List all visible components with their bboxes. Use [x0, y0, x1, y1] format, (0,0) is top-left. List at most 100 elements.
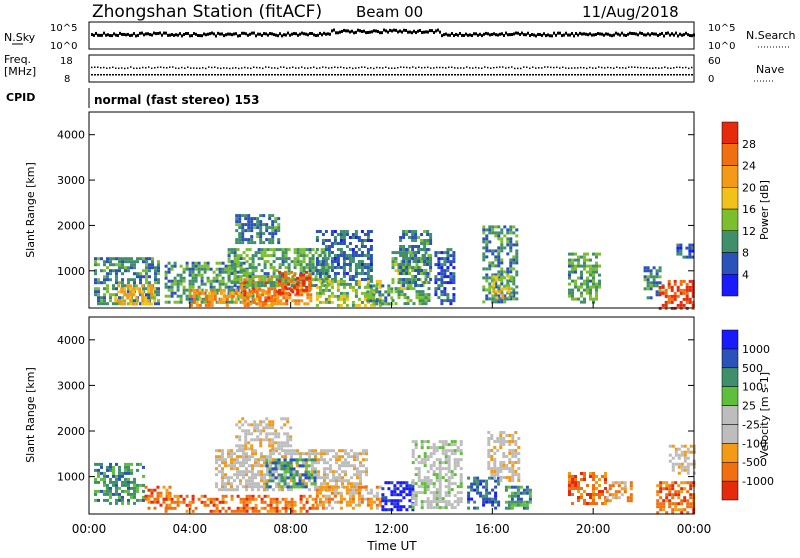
data-cell-8: [342, 233, 346, 236]
data-cell-0: [97, 296, 100, 300]
data-cell-2: [179, 300, 183, 304]
data-cell-19: [676, 243, 680, 247]
data-cell-3: [239, 482, 242, 486]
data-cell-14: [686, 505, 690, 509]
data-cell-5: [314, 251, 318, 255]
data-cell-8: [456, 491, 460, 495]
nsky-sample: [415, 31, 417, 35]
data-cell-5: [257, 275, 261, 279]
data-cell-13: [449, 278, 453, 282]
data-cell-3: [332, 470, 335, 474]
data-cell-12: [420, 233, 424, 236]
data-cell-2: [251, 285, 255, 289]
data-cell-9: [318, 300, 322, 304]
nave-sample: [91, 66, 93, 69]
data-cell-12: [568, 484, 571, 487]
data-cell-5: [272, 275, 276, 279]
data-cell-0: [115, 272, 118, 276]
data-cell-14: [674, 481, 678, 485]
data-cell-5: [302, 269, 306, 273]
data-cell-3: [353, 464, 356, 468]
data-cell-8: [342, 266, 346, 269]
data-cell-18: [685, 294, 689, 298]
data-cell-4: [240, 287, 244, 291]
data-cell-2: [173, 261, 177, 265]
data-cell-18: [664, 303, 668, 307]
nsky-sample: [135, 34, 137, 38]
data-cell-5: [283, 479, 287, 483]
data-cell-8: [432, 506, 436, 510]
data-cell-14: [512, 291, 516, 295]
data-cell-4: [258, 278, 262, 282]
data-cell-7: [305, 285, 309, 289]
data-cell-16: [577, 276, 580, 280]
freq-sample: [202, 74, 204, 76]
data-cell-0: [106, 498, 109, 502]
data-cell-5: [227, 272, 231, 276]
data-cell-13: [443, 290, 447, 294]
data-cell-5: [292, 476, 296, 480]
data-cell-9: [485, 500, 489, 504]
nsky-sample: [667, 31, 669, 35]
nsky-sample: [107, 33, 109, 37]
x-tick-label: 08:00: [273, 522, 308, 536]
data-cell-5: [281, 260, 285, 264]
data-cell-16: [583, 261, 586, 265]
data-cell-3: [251, 482, 254, 486]
data-cell-4: [297, 299, 301, 303]
nave-sample: [430, 67, 432, 69]
data-cell-3: [192, 294, 196, 298]
data-cell-5: [278, 278, 282, 282]
data-cell-5: [269, 281, 273, 285]
data-cell-2: [182, 500, 186, 504]
data-cell-13: [434, 278, 438, 282]
data-cell-8: [327, 254, 331, 257]
data-cell-2: [230, 300, 234, 304]
data-cell-8: [366, 263, 370, 266]
data-cell-13: [440, 272, 444, 276]
data-cell-0: [148, 263, 151, 267]
data-cell-3: [261, 303, 265, 307]
data-cell-5: [251, 257, 255, 261]
data-cell-3: [266, 479, 269, 483]
data-cell-15: [498, 284, 502, 288]
nsky-sample: [689, 34, 691, 38]
data-cell-5: [305, 248, 309, 252]
data-cell-5: [287, 248, 291, 252]
data-cell-0: [130, 468, 133, 472]
freq-sample: [349, 74, 351, 76]
data-cell-5: [284, 257, 288, 261]
data-cell-9: [330, 300, 334, 304]
data-cell-5: [233, 269, 237, 273]
data-cell-3: [341, 449, 344, 453]
data-cell-2: [221, 506, 225, 510]
data-cell-0: [142, 275, 145, 279]
data-cell-5: [272, 251, 276, 255]
data-cell-3: [236, 458, 239, 462]
data-cell-2: [191, 279, 195, 283]
data-cell-0: [115, 498, 118, 502]
data-cell-14: [509, 243, 513, 247]
data-cell-14: [500, 246, 504, 250]
data-cell-14: [497, 264, 501, 268]
data-cell-12: [574, 481, 577, 484]
data-cell-0: [127, 492, 130, 496]
data-cell-13: [608, 487, 612, 491]
data-cell-5: [277, 458, 281, 462]
data-cell-2: [302, 506, 306, 510]
data-cell-12: [423, 257, 427, 260]
data-cell-2: [218, 282, 222, 286]
data-cell-5: [292, 485, 296, 489]
data-cell-11: [507, 503, 511, 507]
data-cell-2: [179, 276, 183, 280]
data-cell-3: [248, 479, 251, 483]
data-cell-4: [255, 290, 259, 294]
nave-sample: [235, 67, 237, 69]
data-cell-0: [112, 302, 115, 306]
data-cell-5: [299, 248, 303, 252]
data-cell-2: [293, 509, 297, 513]
nsky-sample: [341, 29, 343, 33]
data-cell-0: [124, 284, 127, 288]
data-cell-8: [330, 257, 334, 260]
data-cell-12: [577, 490, 580, 493]
